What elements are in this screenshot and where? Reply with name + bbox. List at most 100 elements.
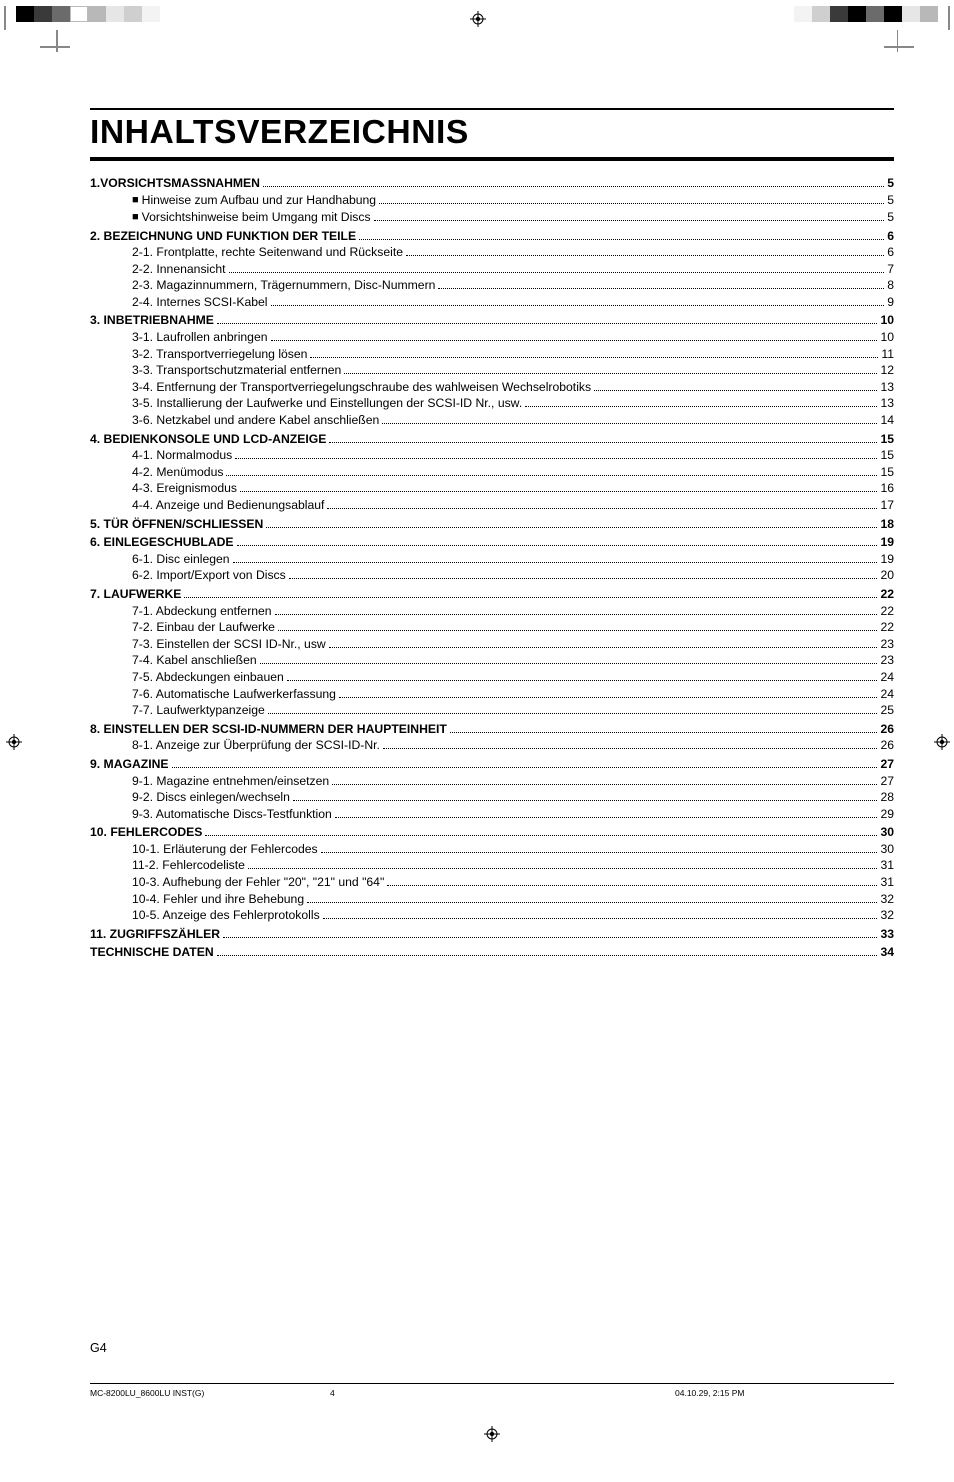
toc-label: 7-7. Laufwerktypanzeige — [132, 702, 265, 719]
dot-leader — [248, 868, 878, 869]
toc-subitem: 7-2. Einbau der Laufwerke 22 — [90, 619, 894, 636]
color-swatch — [920, 6, 938, 22]
toc-section: 4. BEDIENKONSOLE UND LCD-ANZEIGE 15 — [90, 431, 894, 448]
footer-rule — [90, 1383, 894, 1384]
toc-page-number: 15 — [880, 447, 894, 464]
dot-leader — [406, 255, 884, 256]
toc-page-number: 26 — [880, 721, 894, 738]
color-swatch — [106, 6, 124, 22]
toc-label: TECHNISCHE DATEN — [90, 944, 214, 961]
toc-subitem: 7-6. Automatische Laufwerkerfassung 24 — [90, 686, 894, 703]
dot-leader — [329, 442, 877, 443]
toc-label: 8-1. Anzeige zur Überprüfung der SCSI-ID… — [132, 737, 380, 754]
toc-page-number: 27 — [880, 773, 894, 790]
toc-label: 3-5. Installierung der Laufwerke und Ein… — [132, 395, 522, 412]
toc-subitem: 2-2. Innenansicht 7 — [90, 261, 894, 278]
toc-label: 11. ZUGRIFFSZÄHLER — [90, 926, 220, 943]
toc-section: 7. LAUFWERKE 22 — [90, 586, 894, 603]
dot-leader — [344, 373, 877, 374]
dot-leader — [205, 835, 877, 836]
toc-page-number: 9 — [887, 294, 894, 311]
color-swatch — [52, 6, 70, 22]
toc-subitem: 10-1. Erläuterung der Fehlercodes 30 — [90, 841, 894, 858]
square-bullet-icon: ■ — [132, 194, 139, 206]
dot-leader — [382, 423, 877, 424]
dot-leader — [271, 340, 878, 341]
dot-leader — [223, 937, 877, 938]
toc-page-number: 6 — [887, 244, 894, 261]
toc-section: 11. ZUGRIFFSZÄHLER 33 — [90, 926, 894, 943]
dot-leader — [327, 508, 877, 509]
toc-page-number: 16 — [880, 480, 894, 497]
dot-leader — [335, 817, 878, 818]
toc-page-number: 30 — [880, 841, 894, 858]
toc-subitem: 9-1. Magazine entnehmen/einsetzen 27 — [90, 773, 894, 790]
toc-page-number: 22 — [880, 586, 894, 603]
toc-label: ■Vorsichtshinweise beim Umgang mit Discs — [132, 209, 371, 226]
print-registration-top — [0, 0, 954, 48]
toc-label: 3-4. Entfernung der Transportverriegelun… — [132, 379, 591, 396]
toc-section: TECHNISCHE DATEN 34 — [90, 944, 894, 961]
toc-label: 2-2. Innenansicht — [132, 261, 226, 278]
color-swatch — [884, 6, 902, 22]
toc-page-number: 20 — [880, 567, 894, 584]
toc-page-number: 15 — [880, 431, 894, 448]
footer-timestamp: 04.10.29, 2:15 PM — [675, 1388, 744, 1398]
toc-subitem: 7-5. Abdeckungen einbauen 24 — [90, 669, 894, 686]
color-swatch — [124, 6, 142, 22]
toc-label: 7-3. Einstellen der SCSI ID-Nr., usw — [132, 636, 326, 653]
color-swatch — [794, 6, 812, 22]
dot-leader — [240, 491, 877, 492]
color-swatch — [88, 6, 106, 22]
dot-leader — [379, 203, 884, 204]
toc-page-number: 13 — [880, 395, 894, 412]
toc-subitem: ■Vorsichtshinweise beim Umgang mit Discs… — [90, 209, 894, 226]
dot-leader — [278, 630, 877, 631]
toc-label: 4-1. Normalmodus — [132, 447, 232, 464]
table-of-contents: 1.VORSICHTSMASSNAHMEN 5■Hinweise zum Auf… — [90, 175, 894, 961]
toc-page-number: 31 — [880, 857, 894, 874]
dot-leader — [450, 732, 878, 733]
color-swatch — [812, 6, 830, 22]
toc-page-number: 25 — [880, 702, 894, 719]
toc-page-number: 13 — [880, 379, 894, 396]
footer: MC-8200LU_8600LU INST(G) 4 04.10.29, 2:1… — [90, 1388, 894, 1418]
dot-leader — [217, 955, 878, 956]
toc-label: 7. LAUFWERKE — [90, 586, 181, 603]
toc-label: 7-6. Automatische Laufwerkerfassung — [132, 686, 336, 703]
dot-leader — [387, 885, 877, 886]
page-title: INHALTSVERZEICHNIS — [90, 111, 910, 155]
toc-page-number: 22 — [880, 619, 894, 636]
toc-label: 3-3. Transportschutzmaterial entfernen — [132, 362, 341, 379]
toc-label: 2. BEZEICHNUNG UND FUNKTION DER TEILE — [90, 228, 356, 245]
dot-leader — [229, 272, 885, 273]
toc-page-number: 5 — [887, 209, 894, 226]
dot-leader — [438, 288, 884, 289]
toc-label: 1.VORSICHTSMASSNAHMEN — [90, 175, 260, 192]
toc-subitem: 7-1. Abdeckung entfernen 22 — [90, 603, 894, 620]
toc-subitem: 3-2. Transportverriegelung lösen 11 — [90, 346, 894, 363]
dot-leader — [271, 305, 885, 306]
toc-page-number: 29 — [880, 806, 894, 823]
toc-page-number: 24 — [880, 669, 894, 686]
color-swatch — [16, 6, 34, 22]
registration-mark-icon — [470, 11, 484, 25]
dot-leader — [287, 680, 878, 681]
toc-label: 2-1. Frontplatte, rechte Seitenwand und … — [132, 244, 403, 261]
toc-label: 4. BEDIENKONSOLE UND LCD-ANZEIGE — [90, 431, 326, 448]
toc-subitem: 6-1. Disc einlegen 19 — [90, 551, 894, 568]
toc-label: 10-3. Aufhebung der Fehler "20", "21" un… — [132, 874, 384, 891]
dot-leader — [268, 713, 878, 714]
toc-page-number: 32 — [880, 891, 894, 908]
toc-subitem: 10-5. Anzeige des Fehlerprotokolls 32 — [90, 907, 894, 924]
dot-leader — [383, 748, 878, 749]
toc-subitem: 2-4. Internes SCSI-Kabel 9 — [90, 294, 894, 311]
toc-page-number: 34 — [880, 944, 894, 961]
registration-mark-bottom-icon — [90, 1426, 894, 1442]
toc-page-number: 7 — [887, 261, 894, 278]
toc-page-number: 11 — [881, 346, 894, 363]
toc-section: 10. FEHLERCODES 30 — [90, 824, 894, 841]
toc-label: 3. INBETRIEBNAHME — [90, 312, 214, 329]
toc-label: 6-1. Disc einlegen — [132, 551, 230, 568]
dot-leader — [237, 545, 878, 546]
